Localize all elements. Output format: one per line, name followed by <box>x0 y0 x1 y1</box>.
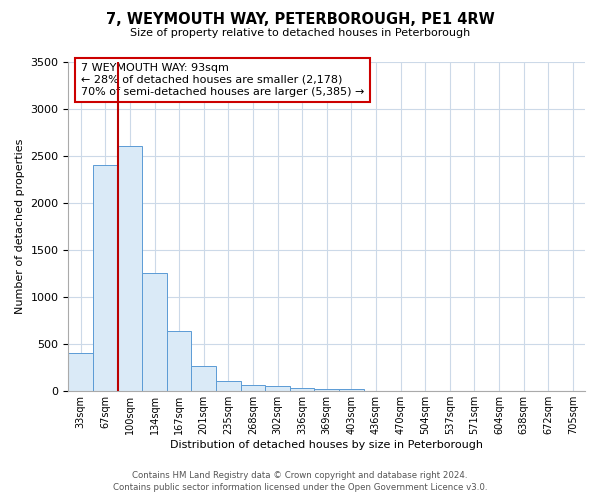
Bar <box>290 388 314 391</box>
Bar <box>118 146 142 391</box>
Bar <box>339 389 364 391</box>
Bar <box>265 386 290 391</box>
Text: Size of property relative to detached houses in Peterborough: Size of property relative to detached ho… <box>130 28 470 38</box>
Bar <box>191 366 216 391</box>
Text: 7, WEYMOUTH WAY, PETERBOROUGH, PE1 4RW: 7, WEYMOUTH WAY, PETERBOROUGH, PE1 4RW <box>106 12 494 28</box>
Text: Contains HM Land Registry data © Crown copyright and database right 2024.
Contai: Contains HM Land Registry data © Crown c… <box>113 471 487 492</box>
Bar <box>241 386 265 391</box>
Bar <box>167 330 191 391</box>
Text: 7 WEYMOUTH WAY: 93sqm
← 28% of detached houses are smaller (2,178)
70% of semi-d: 7 WEYMOUTH WAY: 93sqm ← 28% of detached … <box>81 64 364 96</box>
Bar <box>216 381 241 391</box>
Bar <box>93 165 118 391</box>
X-axis label: Distribution of detached houses by size in Peterborough: Distribution of detached houses by size … <box>170 440 483 450</box>
Y-axis label: Number of detached properties: Number of detached properties <box>15 138 25 314</box>
Bar <box>142 274 167 391</box>
Bar <box>68 354 93 391</box>
Bar <box>314 388 339 391</box>
